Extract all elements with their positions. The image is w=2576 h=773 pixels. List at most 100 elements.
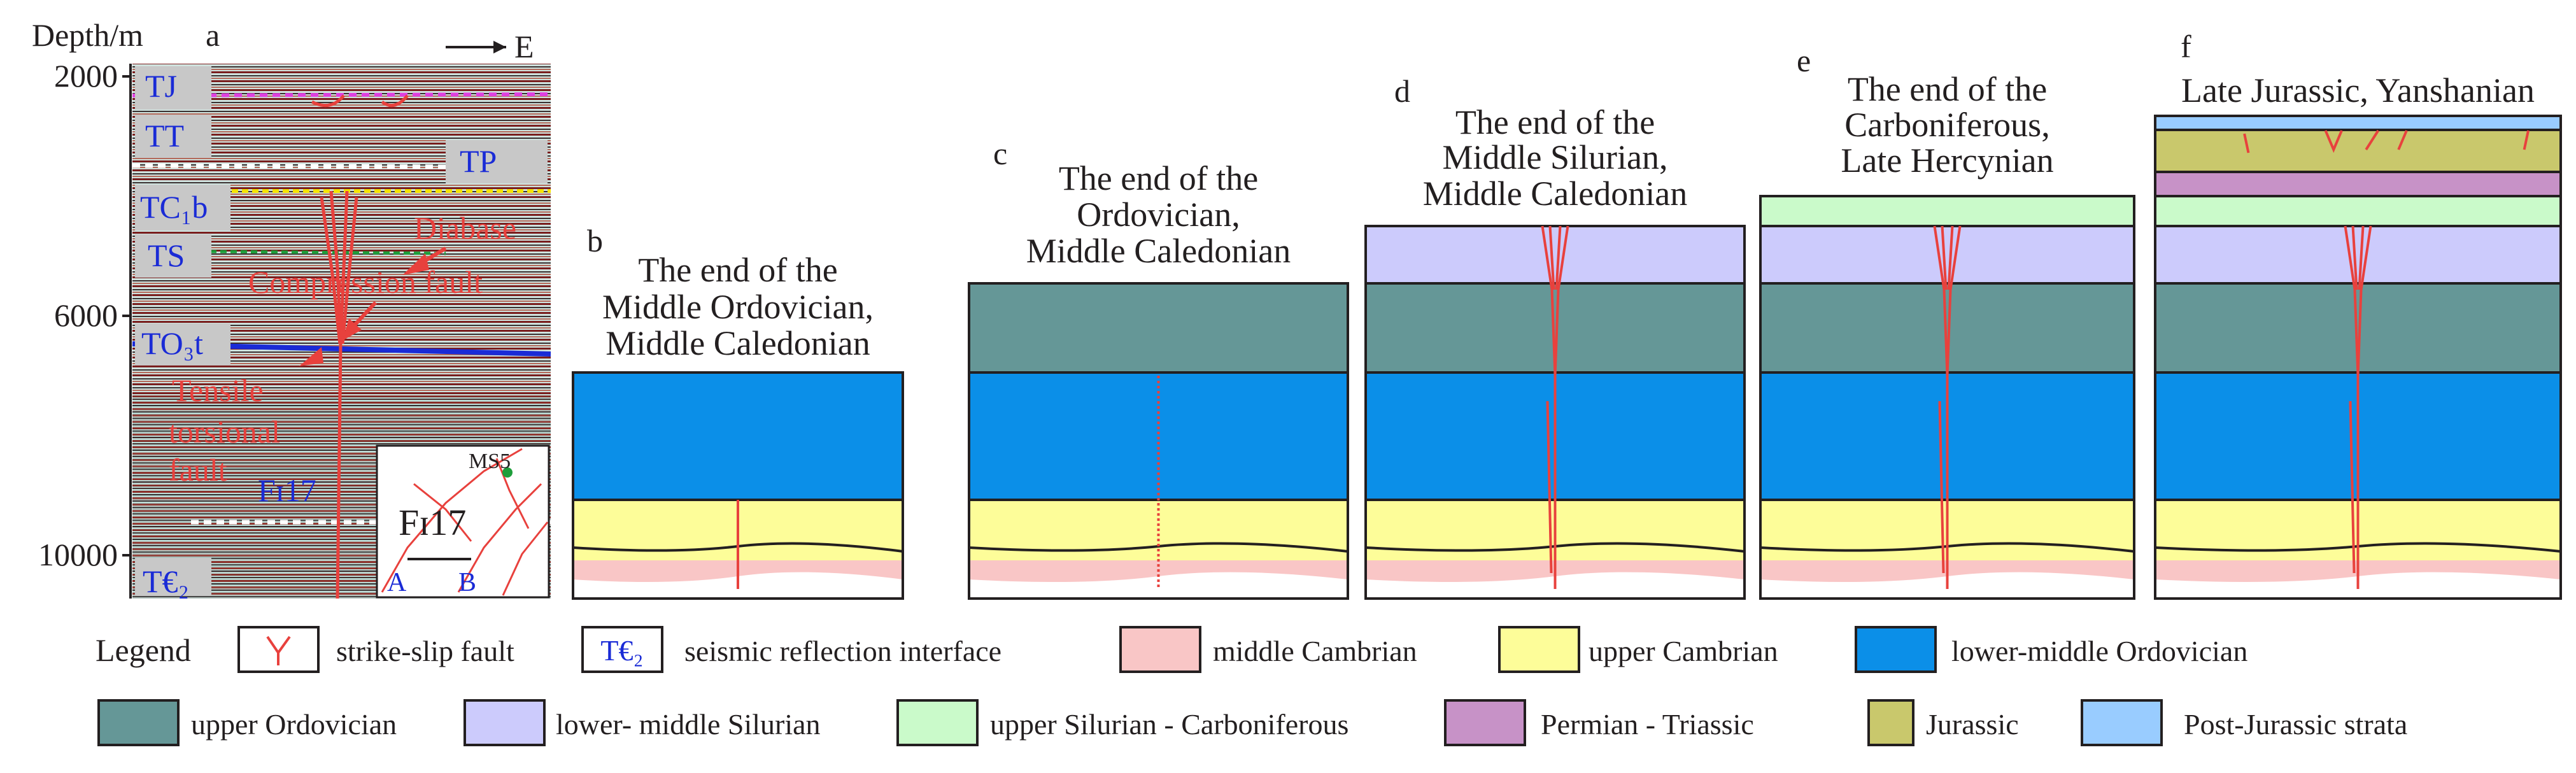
inset-fault-label: Fɪ17 [399,502,466,543]
section-outline [1364,225,1746,600]
east-arrow-icon [446,41,506,53]
stage-title-line: The end of the [638,251,837,289]
horizon-label-box [135,185,230,230]
layer-upper-silurian-carboniferous [1760,196,2134,226]
diabase-arrowhead-icon [402,253,429,275]
legend-label: lower- middle Silurian [556,708,821,741]
stage-title-line: Late Hercynian [1841,141,2053,180]
stage-letter: d [1394,73,1410,109]
section-outline [1759,195,2135,600]
legend: Legend strike-slip fault T€₂ seismic refle… [96,626,2407,746]
layer-upper-silurian-carboniferous [2155,196,2561,226]
horizon-tt-line [132,163,446,169]
horizon-label-box [135,115,211,158]
layer-upper-ordovician [969,283,1348,372]
stage-title-line: Middle Silurian, [1443,138,1668,176]
diabase-label: Diabase [414,210,516,246]
tensile-label-line2: torsional [169,414,280,450]
compression-fault-label: Compression fault [248,264,483,300]
legend-swatch [1119,626,1201,673]
panel-a-letter: a [206,17,220,53]
horizon-label-box [135,66,211,110]
stage-title-line: Ordovician, [1077,195,1240,234]
section-outline [2154,115,2562,600]
layer-permian-triassic [2155,172,2561,196]
horizon-label: T€₂ [143,564,189,599]
legend-label: strike-slip fault [336,635,514,667]
stage-title-line: Carboniferous, [1844,106,2049,144]
strike-slip-fault [2243,129,2530,589]
stage-title-line: The end of the [1455,103,1655,141]
stage-panel-f: f Late Jurassic, Yanshanian [2154,29,2562,600]
seismic-faults [311,94,409,599]
legend-label: lower-middle Ordovician [1951,635,2247,667]
legend-label: upper Cambrian [1589,635,1778,667]
layer-lower-middle-silurian [1366,226,1744,283]
tensile-label-line1: Tensile [172,372,264,408]
well-marker-icon [502,467,513,478]
tensile-arrowhead-icon [299,347,323,366]
horizon-label: TJ [145,68,177,104]
legend-swatch [1498,626,1580,673]
horizon-label-box [135,234,211,278]
stage-letter: c [993,136,1007,171]
compression-arrowhead-icon [343,318,362,341]
strike-slip-fault-icon [266,635,291,665]
horizon-label-box [135,558,211,596]
stage-letter: f [2181,29,2191,64]
inset-a-label: A [387,568,407,597]
inset-well-label: MS5 [469,450,511,473]
legend-label: Permian - Triassic [1541,708,1754,741]
stage-letter: e [1797,43,1811,78]
horizon-label: TC₁b [140,189,208,225]
layer-lower-middle-silurian [1760,226,2134,283]
stage-title-line: Middle Caledonian [1423,174,1687,213]
interface-symbol: T€₂ [600,634,643,667]
depth-axis-title: Depth/m [32,17,143,53]
legend-label: upper Silurian - Carboniferous [990,708,1348,741]
depth-tick-label: 6000 [54,297,118,333]
strike-slip-fault [1933,225,1962,589]
stage-title-line: The end of the [1059,159,1258,197]
horizon-label: TS [148,238,185,273]
section-outline [968,282,1349,600]
legend-label: seismic reflection interface [684,635,1001,667]
legend-label: upper Ordovician [191,708,397,741]
seismic-panel: Depth/m a E 2000 6000 10000 [32,17,551,599]
stage-title-line: Middle Caledonian [605,324,870,362]
stage-letter: b [587,223,603,259]
legend-label: Jurassic [1926,708,2019,741]
stage-title-line: Middle Ordovician, [602,288,874,326]
horizon-label-box [135,323,230,365]
legend-swatch [97,699,180,746]
legend-swatch [896,699,979,746]
layer-lower-middle-ordovician [573,372,903,500]
layer-lower-middle-silurian [2155,226,2561,283]
section-outline [572,371,904,600]
legend-label: middle Cambrian [1213,635,1417,667]
legend-swatch [1867,699,1914,746]
depth-tick-label: 2000 [54,58,118,94]
location-inset: MS5 Fɪ17 A B [376,444,550,599]
legend-swatch [1855,626,1937,673]
strike-slip-fault [1541,225,1569,589]
horizon-label: TO₃t [141,325,203,361]
stage-title-line: Middle Caledonian [1026,232,1291,270]
layer-post-jurassic-strata [2155,116,2561,130]
legend-swatch [1444,699,1526,746]
fault-name-label: Fɪ17 [258,472,316,508]
horizon-label: TP [460,143,497,179]
stage-title-line: The end of the [1848,70,2047,108]
legend-title: Legend [96,632,191,668]
tensile-label-line3: fault [169,452,227,488]
legend-swatch [464,699,546,746]
inset-b-label: B [458,568,476,597]
direction-label: E [514,29,534,64]
legend-label: Post-Jurassic strata [2184,708,2407,741]
